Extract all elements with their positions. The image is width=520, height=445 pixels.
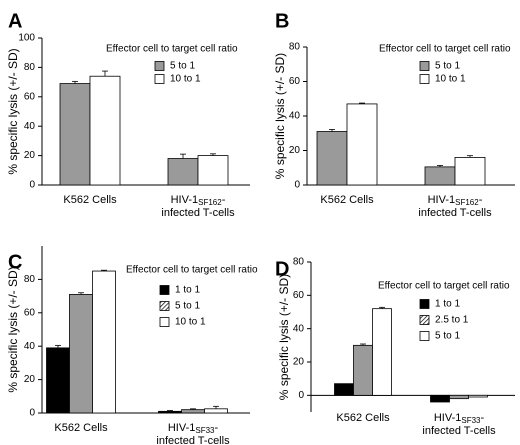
y-tick-label: 80 <box>293 257 305 268</box>
bar <box>158 410 182 414</box>
legend-label: 10 to 1 <box>435 74 466 85</box>
category-label: HIV-1SF33- <box>168 422 219 435</box>
panel-label: D <box>275 258 289 280</box>
y-tick-label: 20 <box>24 374 36 385</box>
bar <box>454 156 486 186</box>
bar <box>424 166 456 186</box>
legend-title: Effector cell to target cell ratio <box>378 281 510 292</box>
category-label: HIV-1SF33- <box>434 412 485 425</box>
legend-label: 5 to 1 <box>435 61 460 72</box>
y-tick-label: 60 <box>289 76 301 87</box>
category-label: HIV-1SF162- <box>428 194 483 207</box>
category-label-line2: infected T-cells <box>156 435 230 445</box>
bar <box>430 394 450 403</box>
chart-panel-d: D 0 20 40 60 80% specific lysis (+/- SD) K562 … <box>275 257 515 437</box>
y-tick-label: 20 <box>293 357 305 368</box>
y-tick-label: 100 <box>18 33 35 44</box>
y-tick-label: 80 <box>24 274 36 285</box>
category-label-line2: infected T-cells <box>161 207 235 219</box>
chart-panel-a: A 0 20 40 60 80 100 % specific lysis (+/- SD) K5… <box>6 10 250 219</box>
legend-label: 2.5 to 1 <box>435 315 469 326</box>
legend-swatch <box>159 317 170 327</box>
legend-label: 10 to 1 <box>170 74 201 85</box>
bar <box>372 308 392 396</box>
panel-label: A <box>8 10 22 32</box>
legend-swatch <box>419 61 430 71</box>
y-tick-label: 80 <box>24 62 36 73</box>
panel-label: B <box>275 10 289 32</box>
category-label-line2: infected T-cells <box>418 207 492 219</box>
y-axis-label: % specific lysis (+/- SD) <box>273 53 287 179</box>
bar <box>59 83 91 186</box>
bar <box>468 394 488 398</box>
y-tick-label: 0 <box>29 180 35 191</box>
legend-label: 5 to 1 <box>435 331 460 342</box>
legend-title: Effector cell to target cell ratio <box>106 44 238 55</box>
y-tick-label: 60 <box>24 307 36 318</box>
bar <box>316 131 348 186</box>
legend-label: 5 to 1 <box>170 61 195 72</box>
y-tick-label: 60 <box>293 290 305 301</box>
legend-swatch <box>159 301 170 311</box>
y-tick-label: 40 <box>24 341 36 352</box>
category-label: K562 Cells <box>336 412 390 424</box>
y-tick-label: 0 <box>298 390 304 401</box>
legend-swatch <box>419 315 430 325</box>
legend-label: 1 to 1 <box>175 285 200 296</box>
y-tick-label: 40 <box>293 323 305 334</box>
y-tick-label: 60 <box>24 91 36 102</box>
y-axis-label: % specific lysis (+/- SD) <box>6 266 20 392</box>
category-label: HIV-1SF162- <box>171 194 226 207</box>
bar <box>204 408 228 414</box>
category-label: K562 Cells <box>63 194 117 206</box>
y-tick-label: 0 <box>294 180 300 191</box>
legend-swatch <box>419 74 430 84</box>
y-tick-label: 20 <box>289 145 301 156</box>
bar <box>92 270 116 414</box>
legend-swatch <box>154 74 165 84</box>
panel-label: C <box>8 251 22 273</box>
y-tick-label: 40 <box>289 111 301 122</box>
bar <box>69 294 93 414</box>
y-axis-label: % specific lysis (+/- SD) <box>6 48 20 174</box>
legend-title: Effector cell to target cell ratio <box>126 265 258 276</box>
category-label: K562 Cells <box>320 194 374 206</box>
bar <box>334 383 354 396</box>
y-tick-label: 20 <box>24 150 36 161</box>
chart-panel-c: C 0 20 40 60 80 % specific lysis (+/- SD) K562 … <box>6 246 258 445</box>
bar <box>89 75 121 186</box>
legend-label: 5 to 1 <box>175 301 200 312</box>
chart-panel-b: B 0 20 40 60 80% specific lysis (+/- SD) K562 … <box>273 10 515 219</box>
y-tick-label: 40 <box>24 121 36 132</box>
bar <box>167 158 199 186</box>
bar <box>181 409 205 414</box>
legend-swatch <box>419 299 430 309</box>
legend-swatch <box>154 61 165 71</box>
legend-label: 1 to 1 <box>435 299 460 310</box>
legend-title: Effector cell to target cell ratio <box>379 44 511 55</box>
legend-label: 10 to 1 <box>175 317 206 328</box>
category-label-line2: infected T-cells <box>422 425 496 437</box>
y-axis-label: % specific lysis (+/- SD) <box>277 274 291 400</box>
bar <box>197 155 229 186</box>
bar <box>449 394 469 400</box>
y-tick-label: 0 <box>29 408 35 419</box>
legend-swatch <box>159 285 170 295</box>
bar <box>353 344 373 396</box>
category-label: K562 Cells <box>54 422 108 434</box>
bar <box>346 103 378 186</box>
bar <box>46 347 70 414</box>
y-tick-label: 80 <box>289 42 301 53</box>
legend-swatch <box>419 331 430 341</box>
